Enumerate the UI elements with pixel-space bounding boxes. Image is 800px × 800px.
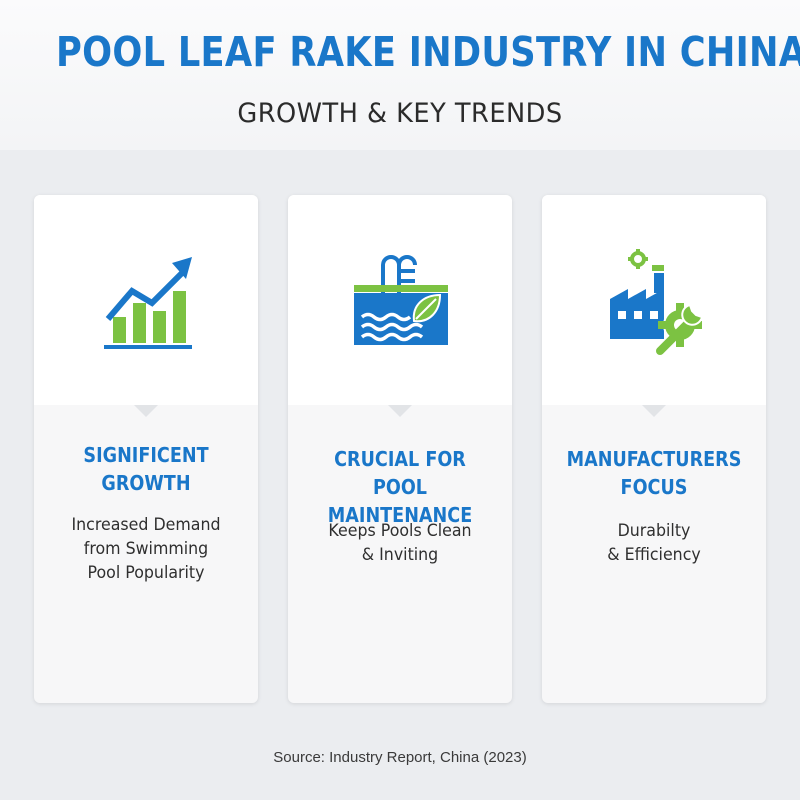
card-pointer <box>134 405 158 417</box>
pool-leaf-icon <box>340 247 460 357</box>
header: POOL LEAF RAKE INDUSTRY IN CHINA GROWTH … <box>0 0 800 150</box>
card-maintenance: CRUCIAL FOR POOL MAINTENANCE Keeps Pools… <box>288 195 512 703</box>
source-note: Source: Industry Report, China (2023) <box>273 749 527 766</box>
card-heading: SIGNIFICENT GROWTH <box>83 443 209 495</box>
card-growth: SIGNIFICENT GROWTH Increased Demand from… <box>34 195 258 703</box>
card-description: Increased Demand from Swimming Pool Popu… <box>71 515 221 583</box>
card-manufacturers: MANUFACTURERS FOCUS Durabilty & Efficien… <box>542 195 766 703</box>
card-heading: CRUCIAL FOR POOL MAINTENANCE <box>327 447 473 527</box>
card-pointer <box>388 405 412 417</box>
card-description: Keeps Pools Clean & Inviting <box>328 521 472 565</box>
card-heading: MANUFACTURERS FOCUS <box>566 447 742 499</box>
card-description: Durabilty & Efficiency <box>607 521 701 565</box>
page-title: POOL LEAF RAKE INDUSTRY IN CHINA <box>56 28 800 76</box>
growth-chart-icon <box>86 247 206 357</box>
factory-wrench-icon <box>594 247 714 357</box>
card-pointer <box>642 405 666 417</box>
page-subtitle: GROWTH & KEY TRENDS <box>237 98 563 129</box>
